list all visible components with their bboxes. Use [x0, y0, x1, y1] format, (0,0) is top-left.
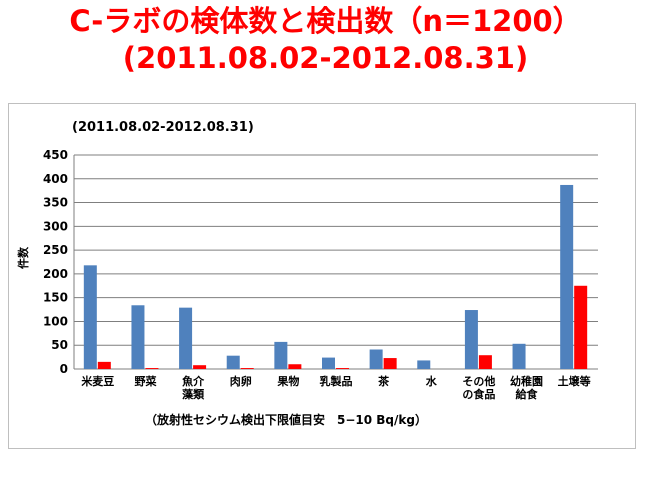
- x-tick-label: の食品: [462, 387, 495, 401]
- x-tick-label: 米麦豆: [80, 374, 114, 388]
- x-tick-label: 野菜: [134, 374, 157, 388]
- bar-detected: [193, 365, 207, 369]
- x-tick-label: 幼稚園: [510, 374, 543, 388]
- bar-detected: [288, 364, 302, 369]
- y-tick-label: 400: [43, 172, 68, 186]
- y-tick-label: 0: [60, 362, 68, 376]
- bar-samples: [179, 307, 193, 369]
- y-tick-label: 150: [43, 291, 68, 305]
- bar-detected: [336, 368, 349, 369]
- y-tick-label: 450: [43, 148, 68, 162]
- y-tick-label: 100: [43, 314, 68, 328]
- bar-samples: [322, 357, 335, 369]
- bar-detected: [145, 368, 159, 369]
- bar-samples: [512, 343, 526, 369]
- bar-samples: [83, 265, 97, 369]
- y-tick-label: 200: [43, 267, 68, 281]
- bar-samples: [464, 310, 478, 369]
- x-tick-label: その他: [462, 374, 495, 388]
- x-tick-label: 果物: [276, 374, 299, 388]
- x-axis-note: （放射性セシウム検出下限値目安 5−10 Bq/kg）: [145, 413, 427, 427]
- x-tick-label: 魚介: [182, 374, 205, 388]
- bar-samples: [417, 360, 431, 369]
- x-tick-label: 乳製品: [320, 374, 353, 388]
- x-tick-label: 給食: [516, 387, 539, 401]
- bar-detected: [478, 355, 492, 369]
- chart-frame: [8, 103, 636, 449]
- y-tick-label: 250: [43, 243, 68, 257]
- chart-title: (2011.08.02-2012.08.31): [72, 120, 254, 135]
- x-tick-label: 肉卵: [230, 374, 252, 388]
- x-tick-label: 土壌等: [558, 374, 591, 388]
- bar-samples: [560, 184, 574, 369]
- bar-samples: [369, 349, 383, 369]
- chart-heading: C-ラボの検体数と検出数（n＝1200）: [69, 4, 582, 38]
- chart-period-heading: (2011.08.02-2012.08.31): [122, 41, 529, 75]
- y-tick-label: 50: [51, 338, 68, 352]
- bar-detected: [383, 358, 397, 369]
- bar-samples: [131, 305, 145, 369]
- x-tick-label: 水: [426, 374, 438, 388]
- bar-samples: [274, 341, 288, 369]
- x-tick-label: 藻類: [182, 387, 205, 401]
- bar-detected: [97, 361, 111, 369]
- x-tick-label: 茶: [377, 374, 390, 388]
- bar-detected: [240, 368, 254, 369]
- y-tick-label: 300: [43, 219, 68, 233]
- bar-detected: [574, 285, 588, 369]
- bar-samples: [226, 355, 240, 369]
- y-tick-label: 350: [43, 196, 68, 210]
